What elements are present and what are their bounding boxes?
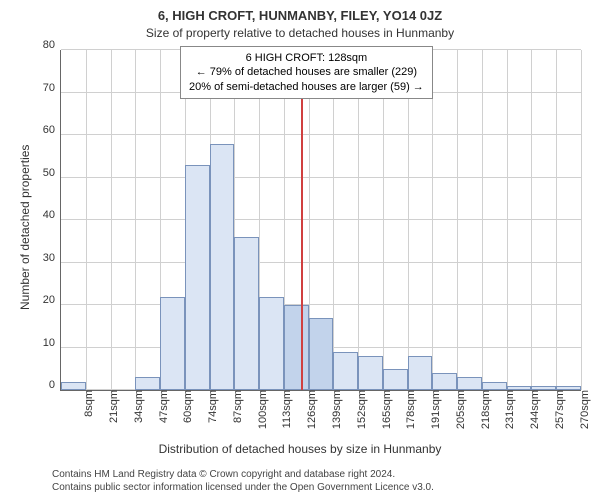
grid-h — [61, 177, 581, 178]
chart-container: 6, HIGH CROFT, HUNMANBY, FILEY, YO14 0JZ… — [0, 0, 600, 500]
grid-v — [333, 50, 334, 390]
x-tick: 21sqm — [102, 390, 120, 423]
bar — [185, 165, 210, 390]
x-tick: 60sqm — [176, 390, 194, 423]
footer-line1: Contains HM Land Registry data © Crown c… — [52, 468, 434, 481]
y-tick: 60 — [43, 124, 61, 136]
grid-v — [86, 50, 87, 390]
x-tick: 244sqm — [523, 390, 541, 429]
grid-h — [61, 219, 581, 220]
x-tick: 87sqm — [226, 390, 244, 423]
x-tick: 47sqm — [152, 390, 170, 423]
grid-v — [432, 50, 433, 390]
x-tick: 205sqm — [449, 390, 467, 429]
grid-v — [408, 50, 409, 390]
bar — [210, 144, 235, 391]
x-tick: 165sqm — [375, 390, 393, 429]
grid-v — [111, 50, 112, 390]
x-tick: 257sqm — [548, 390, 566, 429]
grid-h — [61, 304, 581, 305]
x-tick: 270sqm — [573, 390, 591, 429]
grid-v — [507, 50, 508, 390]
grid-v — [358, 50, 359, 390]
annotation-line2: ← 79% of detached houses are smaller (22… — [189, 65, 424, 79]
x-tick: 178sqm — [399, 390, 417, 429]
x-tick: 152sqm — [350, 390, 368, 429]
footer-line2: Contains public sector information licen… — [52, 481, 434, 494]
x-tick: 74sqm — [201, 390, 219, 423]
x-axis-label: Distribution of detached houses by size … — [0, 442, 600, 456]
bar — [408, 356, 433, 390]
grid-v — [556, 50, 557, 390]
grid-v — [457, 50, 458, 390]
bar — [135, 377, 160, 390]
y-tick: 20 — [43, 294, 61, 306]
chart-title: 6, HIGH CROFT, HUNMANBY, FILEY, YO14 0JZ — [0, 8, 600, 23]
x-tick: 113sqm — [275, 390, 293, 428]
bar — [234, 237, 259, 390]
annotation-box: 6 HIGH CROFT: 128sqm ← 79% of detached h… — [180, 46, 433, 99]
bar — [383, 369, 408, 390]
bar — [61, 382, 86, 391]
y-tick: 70 — [43, 82, 61, 94]
bar — [333, 352, 358, 390]
bar — [259, 297, 284, 391]
x-tick: 139sqm — [325, 390, 343, 429]
annotation-line3: 20% of semi-detached houses are larger (… — [189, 80, 424, 94]
reference-line — [301, 50, 303, 390]
bar — [309, 318, 334, 390]
grid-v — [383, 50, 384, 390]
grid-v — [135, 50, 136, 390]
grid-v — [482, 50, 483, 390]
chart-subtitle: Size of property relative to detached ho… — [0, 26, 600, 40]
x-tick: 100sqm — [251, 390, 269, 429]
y-tick: 50 — [43, 167, 61, 179]
chart-plot-area: 010203040506070808sqm21sqm34sqm47sqm60sq… — [60, 50, 581, 391]
bar — [482, 382, 507, 391]
x-tick: 126sqm — [300, 390, 318, 429]
y-tick: 80 — [43, 39, 61, 51]
x-tick: 218sqm — [474, 390, 492, 429]
bar — [160, 297, 185, 391]
bar — [432, 373, 457, 390]
x-tick: 191sqm — [424, 390, 442, 429]
y-tick: 30 — [43, 252, 61, 264]
grid-h — [61, 134, 581, 135]
footer-text: Contains HM Land Registry data © Crown c… — [52, 468, 434, 494]
y-axis-label: Number of detached properties — [18, 145, 32, 310]
bar — [358, 356, 383, 390]
bar — [284, 305, 309, 390]
bar — [457, 377, 482, 390]
y-tick: 10 — [43, 337, 61, 349]
annotation-line1: 6 HIGH CROFT: 128sqm — [189, 51, 424, 65]
y-tick: 40 — [43, 209, 61, 221]
grid-v — [581, 50, 582, 390]
grid-v — [531, 50, 532, 390]
y-tick: 0 — [49, 379, 61, 391]
grid-h — [61, 262, 581, 263]
x-tick: 34sqm — [127, 390, 145, 423]
x-tick: 8sqm — [77, 390, 95, 417]
x-tick: 231sqm — [498, 390, 516, 429]
